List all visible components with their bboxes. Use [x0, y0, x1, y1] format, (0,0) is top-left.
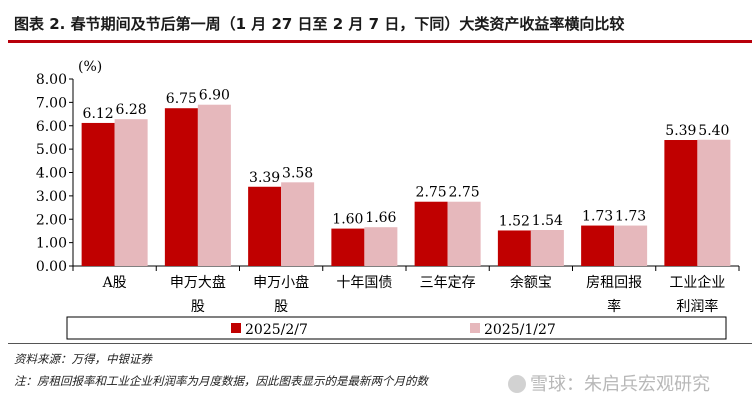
x-category-label: 率 [607, 298, 621, 315]
x-category-label: 房租回报 [586, 275, 642, 291]
data-label: 1.54 [532, 213, 563, 229]
data-label: 6.28 [116, 102, 147, 118]
bar-series1 [581, 225, 615, 266]
data-label: 2.75 [449, 185, 480, 201]
y-unit-label: (%) [78, 59, 102, 75]
data-note: 注：房租回报率和工业企业利润率为月度数据，因此图表显示的是最新两个月的数 [14, 374, 428, 388]
chart-title: 图表 2. 春节期间及节后第一周（1 月 27 日至 2 月 7 日，下同）大类… [14, 15, 625, 33]
data-label: 6.90 [199, 88, 230, 104]
data-label: 1.66 [365, 210, 396, 226]
data-label: 5.40 [698, 123, 729, 139]
snowball-logo-icon [508, 375, 526, 393]
y-tick-label: 4.00 [36, 166, 67, 182]
x-category-label: 十年国债 [336, 275, 392, 291]
bar-series1 [248, 186, 282, 266]
data-label: 3.39 [249, 170, 280, 186]
data-label: 1.73 [582, 209, 613, 225]
x-category-label: 申万小盘 [253, 274, 309, 291]
watermark-text: 雪球：朱启兵宏观研究 [530, 374, 710, 395]
x-category-label: 股 [274, 299, 288, 315]
title-divider [8, 40, 752, 43]
bar-chart: 0.00 1.00 2.00 3.00 4.00 5.00 6.00 7.00 8.00 (%) 6… [36, 59, 740, 340]
x-category-label: 股 [191, 299, 205, 315]
bar-series2 [614, 225, 648, 266]
source-note: 资料来源：万得，中银证券 [14, 352, 152, 366]
x-category-label: A股 [102, 275, 127, 291]
legend-label: 2025/2/7 [245, 322, 308, 338]
bar-series2 [530, 230, 564, 266]
bar-series2 [281, 182, 315, 266]
watermark: 雪球：朱启兵宏观研究 [508, 370, 710, 396]
x-category-label: 三年定存 [420, 275, 476, 291]
legend-box [66, 316, 727, 340]
bar-series1 [164, 108, 198, 266]
bar-series2 [197, 104, 231, 267]
bar-series1 [331, 228, 365, 266]
data-label: 1.73 [615, 209, 646, 225]
data-label: 6.75 [166, 91, 197, 107]
x-category-label: 申万大盘 [170, 274, 226, 291]
y-tick-label: 5.00 [36, 142, 67, 158]
data-label: 5.39 [665, 123, 696, 139]
data-label: 1.52 [499, 213, 530, 229]
y-tick-label: 1.00 [36, 236, 67, 252]
data-label: 2.75 [416, 185, 447, 201]
bar-series1 [664, 140, 698, 266]
y-tick-label: 6.00 [36, 119, 67, 135]
x-category-label: 利润率 [676, 298, 718, 315]
legend-swatch [231, 323, 241, 333]
x-category-label: 工业企业 [669, 274, 725, 291]
y-tick-label: 7.00 [36, 95, 67, 111]
bar-series1 [81, 122, 115, 266]
bar-series2 [114, 119, 148, 266]
y-tick-label: 3.00 [36, 189, 67, 205]
x-category-label: 余额宝 [510, 274, 552, 291]
bar-series1 [414, 201, 448, 266]
data-label: 1.60 [332, 212, 363, 228]
bar-series2 [447, 201, 481, 266]
legend-swatch [470, 323, 480, 333]
bar-series1 [497, 230, 531, 266]
data-label: 3.58 [282, 165, 313, 181]
bar-series2 [697, 139, 731, 266]
legend-label: 2025/1/27 [484, 322, 556, 338]
bar-series2 [364, 227, 398, 266]
y-tick-label: 8.00 [36, 72, 67, 88]
y-tick-label: 0.00 [36, 259, 67, 275]
chart-title-bar: 图表 2. 春节期间及节后第一周（1 月 27 日至 2 月 7 日，下同）大类… [0, 0, 754, 40]
chart-bottom-divider [8, 343, 752, 344]
y-tick-label: 2.00 [36, 212, 67, 228]
data-label: 6.12 [83, 106, 114, 122]
